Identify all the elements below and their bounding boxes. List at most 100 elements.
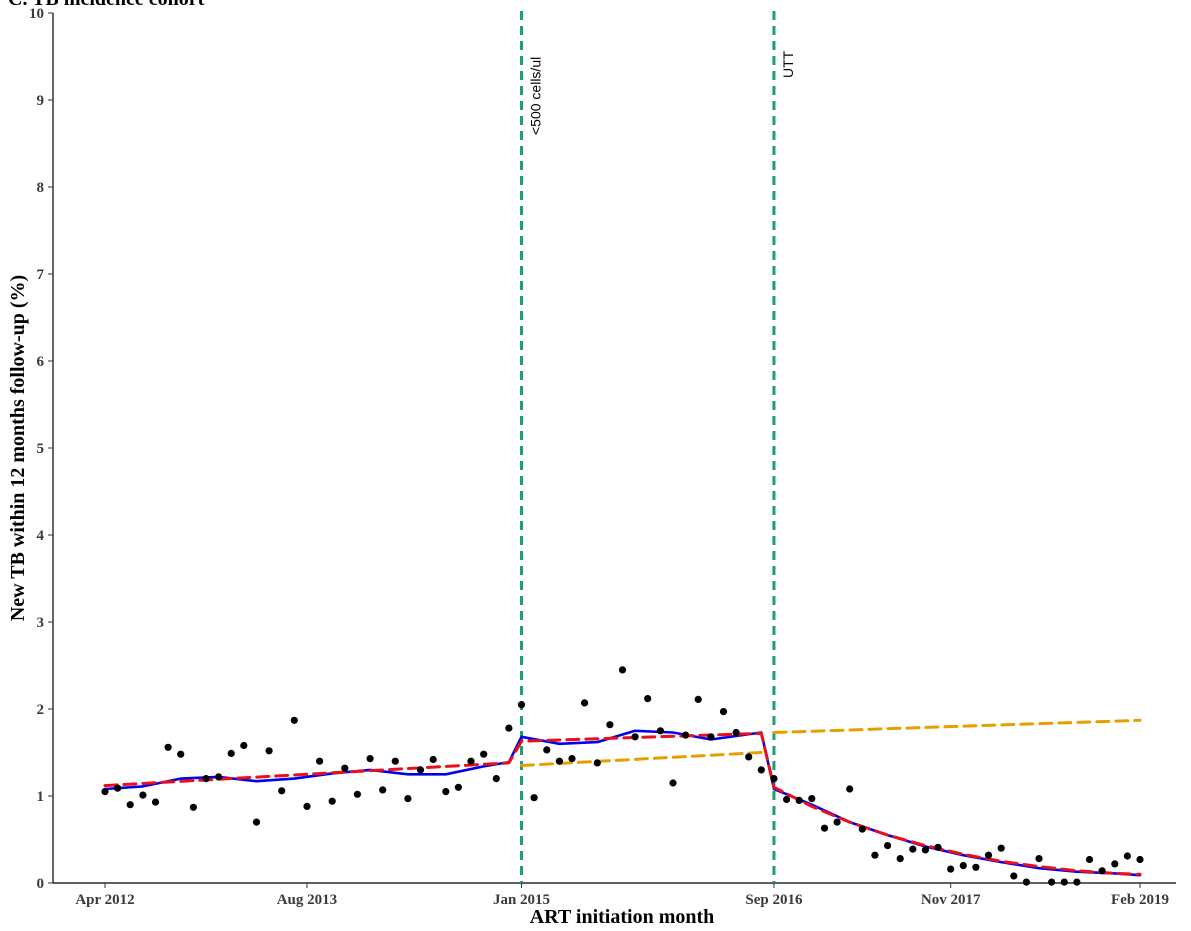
data-point — [833, 818, 841, 826]
data-point — [682, 731, 690, 739]
y-axis-title: New TB within 12 months follow-up (%) — [7, 275, 29, 621]
data-point — [770, 775, 778, 783]
data-point — [593, 759, 601, 767]
data-point — [202, 775, 210, 783]
data-point — [442, 788, 450, 796]
x-tick-label: Aug 2013 — [277, 892, 337, 908]
data-point — [404, 795, 412, 803]
data-point — [341, 764, 349, 772]
data-point — [177, 750, 185, 758]
data-point — [984, 851, 993, 859]
x-tick-label: Nov 2017 — [921, 892, 981, 908]
y-tick-label: 7 — [37, 267, 45, 283]
data-point — [454, 783, 462, 791]
segmented-fit-line — [103, 731, 1142, 876]
y-tick-label: 9 — [37, 93, 45, 109]
y-tick-label: 3 — [37, 615, 45, 631]
data-point — [555, 757, 564, 765]
data-point — [745, 753, 753, 761]
data-point — [1022, 878, 1030, 886]
data-point — [240, 741, 248, 750]
data-point — [808, 795, 816, 803]
data-point — [227, 749, 235, 758]
data-point — [1136, 855, 1144, 864]
data-point — [783, 795, 791, 804]
data-point — [694, 695, 702, 704]
data-point — [959, 862, 967, 870]
data-point — [303, 802, 311, 811]
data-point — [1098, 867, 1106, 875]
data-point — [884, 842, 892, 850]
data-point — [644, 695, 652, 703]
data-point — [366, 755, 374, 763]
data-point — [189, 803, 197, 811]
y-tick-label: 6 — [37, 354, 45, 370]
data-point — [934, 843, 942, 851]
data-point — [467, 757, 475, 765]
intervention-label: <500 cells/ul — [528, 57, 544, 135]
x-tick-label: Sep 2016 — [745, 892, 803, 908]
data-point — [391, 757, 399, 765]
data-point — [316, 757, 324, 765]
data-point — [606, 721, 614, 729]
data-point — [909, 845, 917, 853]
data-point — [631, 733, 639, 741]
data-point — [353, 790, 361, 798]
data-point — [568, 755, 576, 763]
data-point — [581, 699, 589, 707]
data-point — [795, 796, 803, 805]
y-tick-label: 4 — [37, 528, 45, 544]
data-point — [820, 824, 829, 832]
y-tick-label: 1 — [37, 789, 45, 805]
data-point — [416, 766, 425, 774]
data-point — [265, 747, 273, 755]
data-point — [732, 728, 740, 737]
data-point — [252, 818, 261, 826]
data-point — [480, 750, 488, 758]
data-point — [1085, 855, 1094, 864]
data-point — [1048, 878, 1056, 886]
data-point — [429, 755, 437, 764]
data-point — [278, 787, 286, 795]
data-point — [871, 851, 879, 859]
counterfactual-line — [772, 718, 1142, 734]
data-point — [1073, 878, 1081, 886]
data-point — [972, 863, 980, 871]
data-point — [492, 775, 500, 783]
x-tick-label: Jan 2015 — [493, 892, 550, 908]
data-point — [517, 701, 526, 709]
data-point — [126, 801, 134, 809]
y-tick-label: 8 — [37, 180, 45, 196]
data-point — [846, 785, 854, 793]
data-point — [114, 784, 122, 792]
y-tick-label: 0 — [37, 876, 45, 892]
x-tick-label: Feb 2019 — [1111, 892, 1169, 908]
data-point — [656, 727, 665, 735]
data-point — [328, 797, 336, 805]
data-point — [669, 779, 677, 787]
intervention-label: UTT — [780, 50, 796, 78]
data-point — [215, 773, 223, 781]
y-tick-label: 5 — [37, 441, 45, 457]
smoothed-line — [103, 729, 1142, 877]
data-point — [101, 788, 109, 796]
x-tick-label: Apr 2012 — [75, 892, 134, 908]
data-point — [1060, 878, 1068, 886]
data-point — [1123, 852, 1131, 860]
data-point — [707, 733, 715, 741]
data-point — [921, 846, 930, 854]
y-tick-label: 10 — [29, 6, 44, 22]
data-point — [997, 844, 1005, 852]
data-point — [530, 794, 538, 802]
y-tick-label: 2 — [37, 702, 45, 718]
data-point — [618, 666, 627, 674]
chart-title: C. TB incidence cohort — [8, 0, 205, 10]
data-point — [505, 724, 513, 732]
data-point — [139, 791, 147, 799]
data-point — [1010, 872, 1018, 880]
data-point — [947, 865, 955, 873]
plot-area: 0 1 2 3 4 5 6 7 8 9 10 Apr 2012 Aug 2013 Jan 2015 Sep … — [29, 6, 1176, 908]
data-point — [757, 766, 765, 774]
data-point — [1035, 855, 1043, 863]
